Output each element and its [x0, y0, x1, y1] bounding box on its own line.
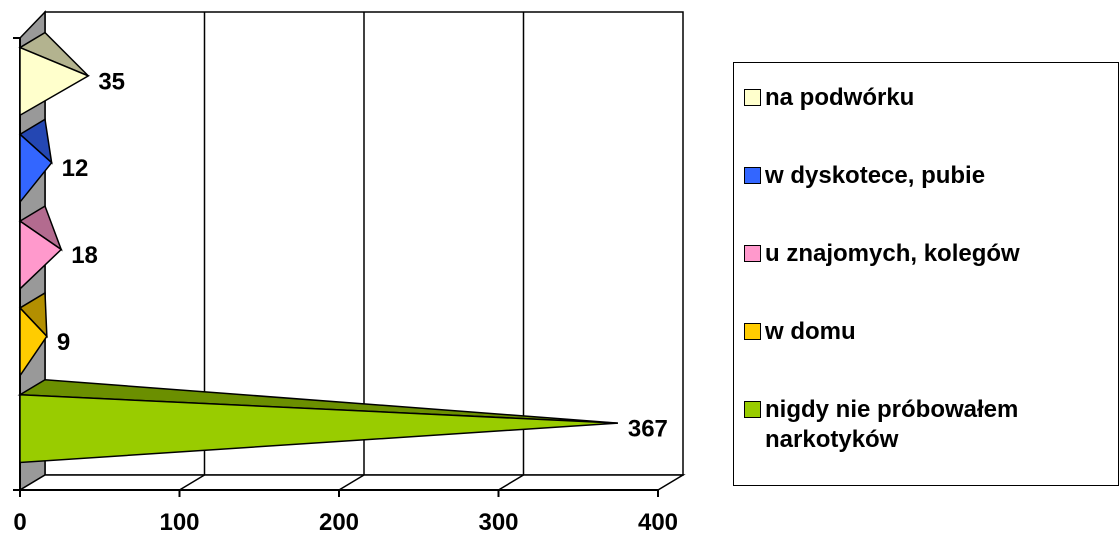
bar-front-face [19, 306, 48, 379]
x-tick-label: 200 [319, 509, 359, 536]
x-tick-label: 400 [638, 509, 678, 536]
x-tick-label: 300 [478, 509, 518, 536]
bar-front-face [19, 393, 618, 464]
legend-swatch [744, 167, 761, 184]
data-label: 12 [62, 155, 89, 182]
legend-item: w domu [744, 317, 1115, 347]
bar-front-face [19, 219, 63, 291]
legend-swatch [744, 401, 761, 418]
legend-item: u znajomych, kolegów [744, 239, 1115, 269]
data-label: 367 [628, 416, 668, 443]
legend-label: w domu [765, 318, 856, 345]
legend-item: na podwórku [744, 83, 1115, 113]
legend-swatch [744, 323, 761, 340]
legend-swatch [744, 89, 761, 106]
bar-front-face [19, 46, 91, 117]
data-label: 35 [98, 68, 125, 95]
data-label: 9 [57, 329, 70, 356]
bar-front-face [19, 132, 53, 205]
x-tick-labels: 0 100 200 300 400 [13, 509, 678, 536]
legend-item: nigdy nie próbowałem narkotyków [744, 395, 1115, 455]
bar-3 [18, 205, 63, 291]
data-label: 18 [71, 242, 98, 269]
bar-1 [17, 378, 618, 464]
legend-label: u znajomych, kolegów [765, 240, 1020, 267]
legend-item: w dyskotece, pubie [744, 161, 1115, 191]
x-tick-label: 100 [159, 509, 199, 536]
legend-label: na podwórku [765, 84, 915, 111]
data-labels: 35 12 18 9 367 [57, 68, 668, 442]
floor-gridline [498, 474, 524, 491]
legend-swatch [744, 245, 761, 262]
cones [17, 31, 618, 464]
bar-2 [18, 291, 48, 379]
legend-label: nigdy nie próbowałem narkotyków [765, 396, 1019, 453]
floor-gridline [338, 474, 365, 491]
legend: na podwórku w dyskotece, pubie u znajomych… [733, 62, 1119, 486]
bar-4 [18, 118, 53, 205]
bar-5 [18, 31, 91, 117]
legend-label: w dyskotece, pubie [765, 162, 986, 189]
x-tick-label: 0 [13, 509, 26, 536]
floor-gridline [179, 474, 205, 491]
chart: 0 100 200 300 400 35 12 18 9 367 [13, 10, 686, 536]
